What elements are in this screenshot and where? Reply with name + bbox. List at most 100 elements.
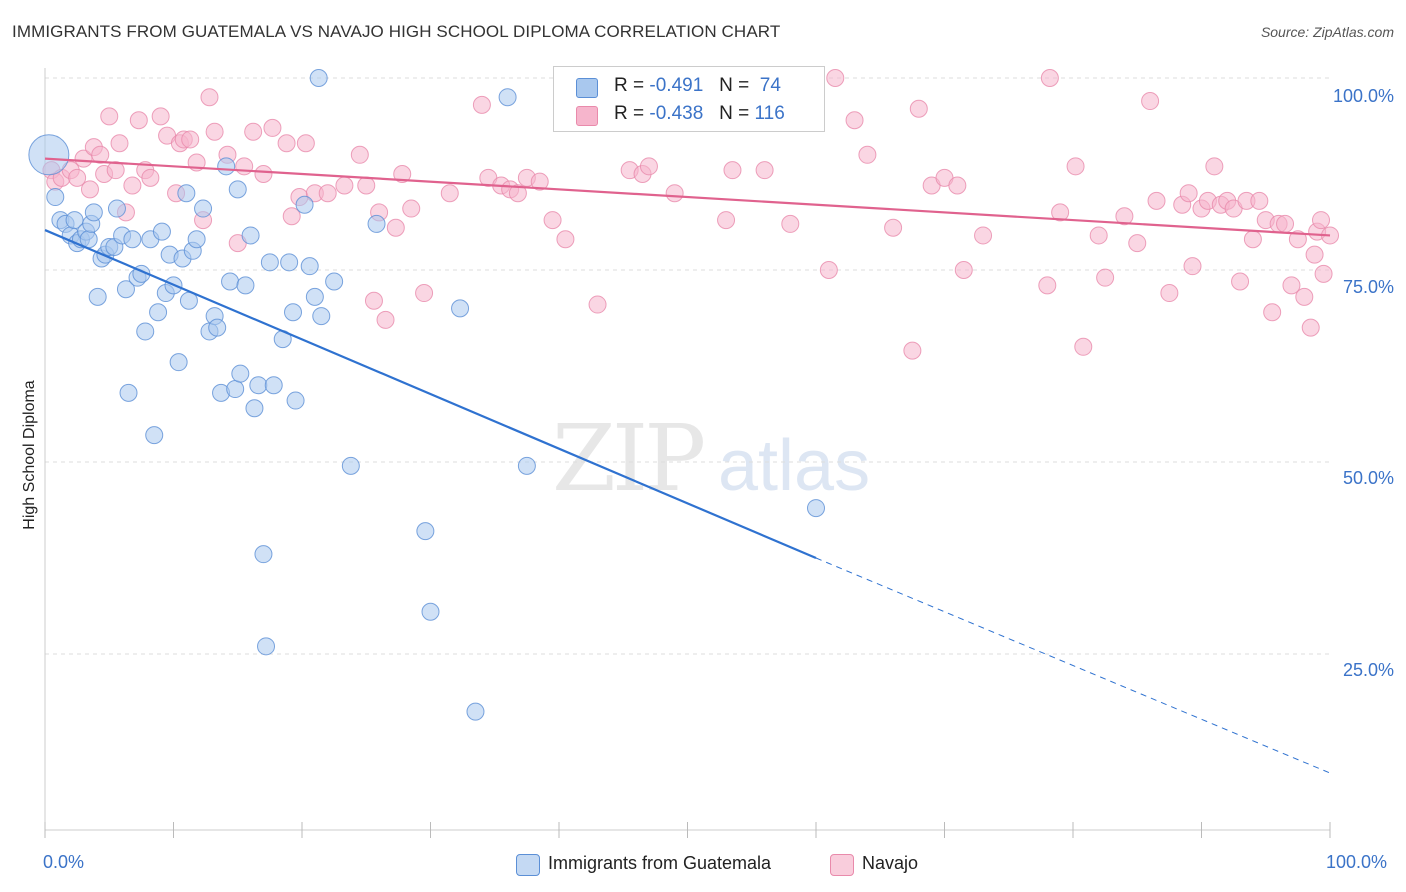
guatemala-point	[123, 230, 142, 249]
navajo-point	[1160, 284, 1179, 303]
navajo-point	[1128, 234, 1147, 253]
guatemala-point	[260, 253, 279, 272]
guatemala-point	[84, 203, 103, 222]
x-tick-label: 0.0%	[43, 852, 85, 872]
chart-source: Source: ZipAtlas.com	[1260, 24, 1394, 40]
navajo-point	[254, 165, 273, 183]
navajo-point	[181, 130, 200, 149]
y-axis-title: High School Diploma	[21, 380, 38, 530]
navajo-point	[903, 341, 922, 360]
navajo-point	[129, 111, 148, 130]
legend-n-value: 74	[759, 75, 781, 96]
legend-n-label: N =	[719, 103, 750, 124]
guatemala-point	[28, 134, 70, 176]
navajo-point	[357, 176, 376, 195]
navajo-point	[1038, 276, 1057, 295]
navajo-point	[1115, 207, 1134, 226]
guatemala-point	[88, 287, 107, 306]
legend-swatch-blue	[516, 854, 540, 876]
navajo-point	[1051, 203, 1070, 222]
navajo-point	[263, 118, 282, 137]
navajo-point	[1250, 191, 1269, 210]
navajo-point	[1276, 214, 1295, 233]
guatemala-point	[208, 318, 227, 337]
guatemala-point	[231, 364, 250, 383]
watermark-atlas: atlas	[718, 426, 871, 506]
navajo-point	[1183, 257, 1202, 276]
navajo-point	[235, 157, 254, 176]
guatemala-trend-extension	[815, 557, 1331, 774]
navajo-point	[717, 211, 736, 230]
navajo-point	[508, 184, 527, 203]
guatemala-point	[257, 637, 276, 656]
navajo-point	[106, 161, 125, 180]
guatemala-point	[325, 272, 344, 291]
navajo-point	[1089, 226, 1108, 245]
legend-swatch-pink	[830, 854, 854, 876]
navajo-point	[1288, 230, 1307, 249]
navajo-point	[954, 261, 973, 279]
navajo-point	[151, 107, 170, 126]
navajo-point	[755, 161, 774, 180]
y-tick-label: 100.0%	[1332, 86, 1394, 106]
guatemala-point	[807, 499, 825, 518]
navajo-point	[376, 310, 395, 329]
navajo-point	[440, 184, 459, 203]
navajo-point	[1282, 276, 1301, 295]
navajo-point	[110, 134, 129, 153]
navajo-point	[1066, 157, 1085, 176]
navajo-point	[781, 214, 800, 233]
chart-title: IMMIGRANTS FROM GUATEMALA VS NAVAJO HIGH…	[12, 22, 781, 41]
guatemala-point	[46, 188, 65, 207]
navajo-point	[543, 211, 562, 230]
navajo-point	[1312, 211, 1331, 230]
y-tick-label: 25.0%	[1342, 660, 1394, 680]
guatemala-point	[451, 299, 470, 318]
navajo-point	[1305, 245, 1324, 264]
guatemala-point	[416, 522, 435, 541]
navajo-point	[282, 207, 301, 226]
guatemala-point	[300, 257, 319, 276]
navajo-point	[1301, 318, 1320, 337]
guatemala-point	[264, 376, 283, 395]
series-legend: Immigrants from Guatemala Navajo	[0, 852, 1406, 880]
guatemala-point	[145, 426, 164, 445]
guatemala-point	[312, 307, 331, 326]
legend-label-navajo: Navajo	[862, 853, 919, 873]
navajo-point	[845, 111, 864, 130]
x-tick-label: 100.0%	[1326, 852, 1388, 872]
navajo-point	[909, 99, 928, 118]
navajo-point	[530, 172, 549, 191]
guatemala-point	[254, 545, 273, 564]
guatemala-point	[116, 280, 135, 299]
guatemala-point	[194, 199, 213, 218]
navajo-point	[948, 176, 967, 195]
legend-n-label: N =	[719, 75, 750, 96]
y-tick-label: 50.0%	[1342, 468, 1394, 488]
navajo-point	[858, 145, 877, 164]
legend-r-label: R =	[614, 103, 645, 124]
guatemala-point	[245, 399, 264, 418]
navajo-point	[1263, 303, 1282, 322]
navajo-point	[386, 218, 405, 237]
navajo-point	[588, 295, 607, 314]
legend-r-value: -0.438	[649, 103, 704, 124]
navajo-point	[1040, 69, 1059, 87]
navajo-point	[296, 134, 315, 153]
guatemala-point	[286, 391, 305, 410]
navajo-point	[123, 176, 142, 195]
guatemala-point	[119, 383, 138, 402]
guatemala-point	[249, 376, 268, 395]
navajo-point	[80, 180, 99, 199]
navajo-point	[472, 95, 491, 114]
navajo-point	[318, 184, 337, 203]
navajo-point	[141, 168, 160, 187]
navajo-point	[91, 145, 110, 164]
navajo-trend-line	[44, 157, 1331, 237]
navajo-point	[393, 165, 412, 183]
guatemala-point	[107, 199, 126, 218]
navajo-point	[723, 161, 742, 180]
navajo-point	[74, 149, 93, 168]
navajo-point	[974, 226, 993, 245]
